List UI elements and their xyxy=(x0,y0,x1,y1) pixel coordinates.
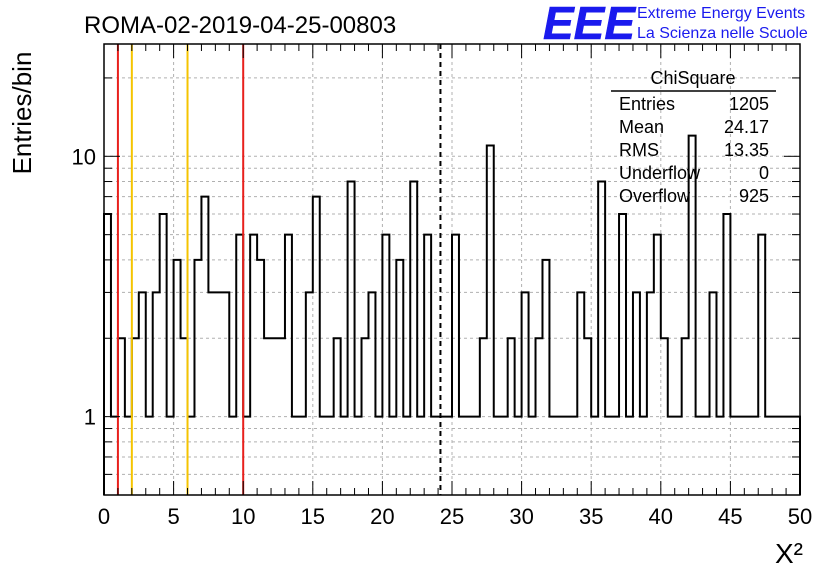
axes: 0 5 10 15 20 25 30 35 40 45 50 1 10 xyxy=(72,43,812,529)
logo-mark: EEE xyxy=(543,0,636,49)
stats-box: ChiSquare Entries 1205 Mean 24.17 RMS 13… xyxy=(611,68,776,206)
stats-value-rms: 13.35 xyxy=(724,140,769,160)
y-tick-label: 1 xyxy=(84,405,96,430)
chart-title: ROMA-02-2019-04-25-00803 xyxy=(84,12,396,39)
x-axis-label: X² xyxy=(775,538,803,569)
logo-line2: La Scienza nelle Scuole xyxy=(637,25,808,42)
stats-value-overflow: 925 xyxy=(739,186,769,206)
y-axis-label: Entries/bin xyxy=(7,52,37,175)
stats-label-underflow: Underflow xyxy=(619,163,701,183)
stats-label-rms: RMS xyxy=(619,140,659,160)
x-tick-label: 40 xyxy=(649,504,673,529)
x-tick-label: 30 xyxy=(509,504,533,529)
stats-label-entries: Entries xyxy=(619,94,675,114)
stats-label-overflow: Overflow xyxy=(619,186,691,206)
x-tick-label: 45 xyxy=(718,504,742,529)
x-tick-label: 5 xyxy=(167,504,179,529)
x-tick-label: 35 xyxy=(579,504,603,529)
y-tick-label: 10 xyxy=(72,144,96,169)
x-tick-label: 10 xyxy=(231,504,255,529)
x-tick-label: 20 xyxy=(370,504,394,529)
histogram-outline xyxy=(103,134,801,495)
stats-value-mean: 24.17 xyxy=(724,117,769,137)
x-tick-label: 0 xyxy=(98,504,110,529)
stats-title: ChiSquare xyxy=(650,68,735,88)
stats-value-entries: 1205 xyxy=(729,94,769,114)
logo-line1: Extreme Energy Events xyxy=(637,5,805,22)
x-tick-label: 25 xyxy=(440,504,464,529)
x-tick-label: 50 xyxy=(788,504,812,529)
histogram xyxy=(103,134,801,495)
x-tick-label: 15 xyxy=(301,504,325,529)
reference-lines xyxy=(116,44,442,495)
stats-value-underflow: 0 xyxy=(759,163,769,183)
eee-logo: EEE Extreme Energy Events La Scienza nel… xyxy=(543,0,808,49)
stats-label-mean: Mean xyxy=(619,117,664,137)
